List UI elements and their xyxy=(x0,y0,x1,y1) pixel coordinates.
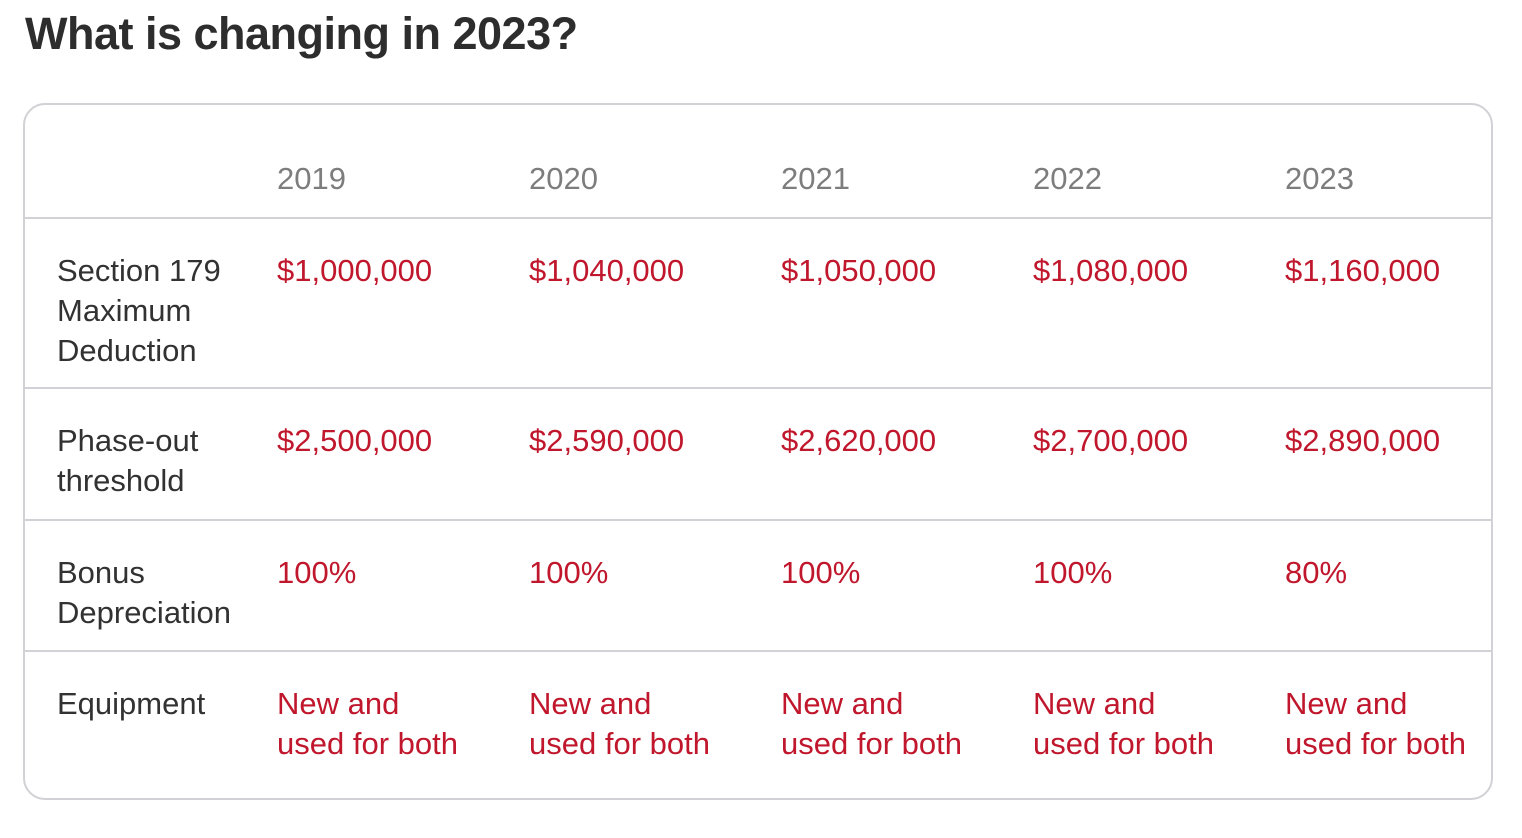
table-cell: $1,040,000 xyxy=(529,253,685,288)
column-header-2022: 2022 xyxy=(1033,161,1102,196)
page-title: What is changing in 2023? xyxy=(25,8,578,59)
column-header-2023: 2023 xyxy=(1285,161,1354,196)
table-cell: New and used for both xyxy=(781,686,962,761)
table-row-section179-max-deduction: Section 179 Maximum Deduction $1,000,000… xyxy=(25,217,1491,387)
table-cell: $1,050,000 xyxy=(781,253,937,288)
table-cell: $2,500,000 xyxy=(277,423,433,458)
table-cell: New and used for both xyxy=(1285,686,1466,761)
table-cell: 100% xyxy=(277,555,357,590)
column-header-2021: 2021 xyxy=(781,161,850,196)
table-cell: 100% xyxy=(529,555,609,590)
table-cell: New and used for both xyxy=(1033,686,1214,761)
table-cell: $1,080,000 xyxy=(1033,253,1189,288)
table-cell: New and used for both xyxy=(277,686,458,761)
table-cell: $1,160,000 xyxy=(1285,253,1441,288)
table-cell: $2,890,000 xyxy=(1285,423,1441,458)
table-row-equipment: Equipment New and used for both New and … xyxy=(25,650,1491,798)
row-label: Bonus Depreciation xyxy=(57,555,232,630)
row-label: Section 179 Maximum Deduction xyxy=(57,253,221,368)
table-row-bonus-depreciation: Bonus Depreciation 100% 100% 100% 100% 8… xyxy=(25,519,1491,650)
table-cell: 100% xyxy=(1033,555,1113,590)
tax-changes-table: 2019 2020 2021 2022 2023 Section 179 Max… xyxy=(23,103,1493,800)
table-cell: $2,700,000 xyxy=(1033,423,1189,458)
row-label: Phase-out threshold xyxy=(57,423,199,498)
table-cell: $2,590,000 xyxy=(529,423,685,458)
column-header-2020: 2020 xyxy=(529,161,598,196)
table-cell: $2,620,000 xyxy=(781,423,937,458)
table-header-row: 2019 2020 2021 2022 2023 xyxy=(25,105,1491,217)
table-cell: New and used for both xyxy=(529,686,710,761)
table-cell: 80% xyxy=(1285,555,1348,590)
table-cell: 100% xyxy=(781,555,861,590)
table-cell: $1,000,000 xyxy=(277,253,433,288)
column-header-empty xyxy=(25,105,277,217)
table-row-phase-out-threshold: Phase-out threshold $2,500,000 $2,590,00… xyxy=(25,387,1491,519)
column-header-2019: 2019 xyxy=(277,161,346,196)
row-label: Equipment xyxy=(57,686,206,721)
